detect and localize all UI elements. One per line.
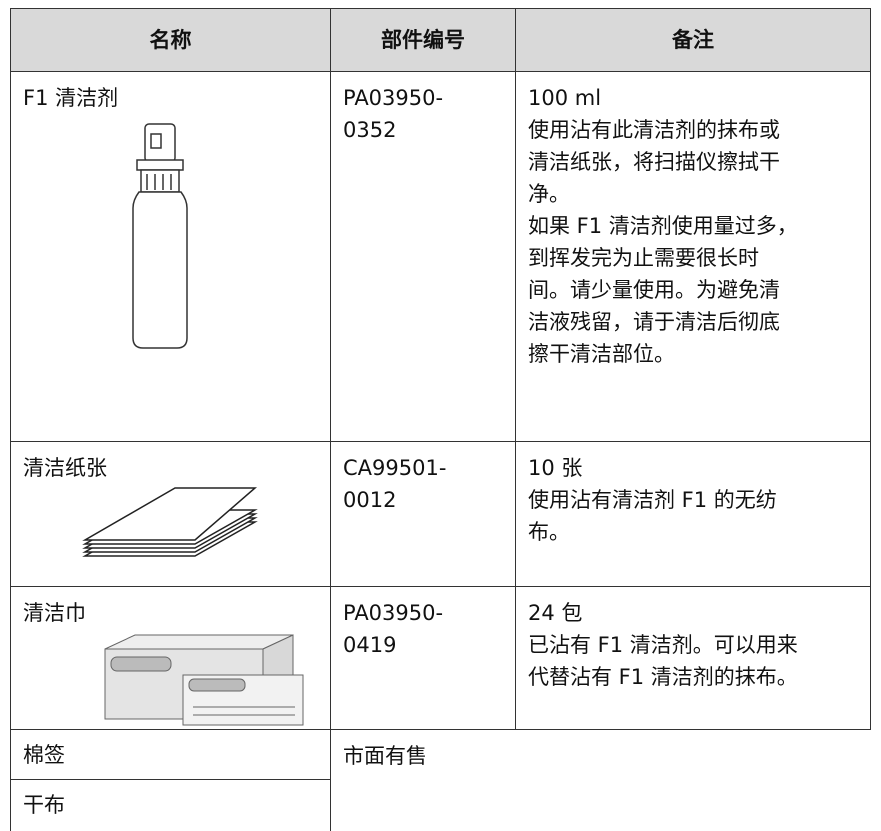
paper-image bbox=[82, 487, 258, 557]
remark-line: 净。 bbox=[528, 182, 570, 206]
remarks-cell: 24 包已沾有 F1 清洁剂。可以用来 代替沾有 F1 清洁剂的抹布。 bbox=[515, 586, 871, 730]
row: 棉签 市面有售 bbox=[10, 729, 871, 831]
name-cell: 干布 bbox=[10, 779, 331, 831]
remark-line: 如果 F1 清洁剂使用量过多， bbox=[528, 214, 798, 238]
part-number: 0419 bbox=[343, 633, 397, 657]
name-cell: 棉签 bbox=[10, 729, 331, 780]
wipe-image bbox=[104, 634, 304, 726]
name: 干布 bbox=[23, 793, 65, 818]
name: 清洁巾 bbox=[23, 601, 86, 625]
bottle-image bbox=[132, 123, 188, 349]
header-cell: 备注 bbox=[515, 8, 871, 72]
row: 清洁巾 PA03950- 0419 24 包已沾有 F1 清洁剂。可以用来 代替沾… bbox=[10, 586, 871, 730]
remark-line: 10 张 bbox=[528, 456, 583, 480]
remark-line: 24 包 bbox=[528, 601, 583, 625]
header-cell: 名称 bbox=[10, 8, 331, 72]
name-cell: F1 清洁剂 bbox=[10, 71, 331, 442]
part-number: CA99501- bbox=[343, 456, 447, 480]
remark-line: 擦干清洁部位。 bbox=[528, 342, 675, 366]
header-cell: 部件编号 bbox=[330, 8, 516, 72]
part-number: PA03950- bbox=[343, 86, 444, 110]
part-number: 市面有售 bbox=[343, 744, 427, 768]
name-cell: 清洁纸张 bbox=[10, 441, 331, 587]
part-cell: PA03950- 0352 bbox=[330, 71, 516, 442]
remark-line: 已沾有 F1 清洁剂。可以用来 bbox=[528, 633, 798, 657]
remark-line: 布。 bbox=[528, 520, 570, 544]
name-cell: 清洁巾 bbox=[10, 586, 331, 730]
parts-table: 名称 部件编号 备注 F1 清洁剂 PA03950- 0352 100 ml 使用… bbox=[10, 8, 871, 831]
remark-line: 间。请少量使用。为避免清 bbox=[528, 278, 780, 302]
part-number: 0012 bbox=[343, 488, 397, 512]
name: 清洁纸张 bbox=[23, 456, 107, 480]
remark-line: 清洁纸张，将扫描仪擦拭干 bbox=[528, 150, 780, 174]
remark-line: 使用沾有清洁剂 F1 的无纺 bbox=[528, 488, 777, 512]
name: F1 清洁剂 bbox=[23, 86, 119, 110]
row: F1 清洁剂 PA03950- 0352 100 ml 使用沾有此清洁剂的抹布或清… bbox=[10, 71, 871, 442]
part-number: PA03950- bbox=[343, 601, 444, 625]
remarks-cell: 100 ml 使用沾有此清洁剂的抹布或 清洁纸张，将扫描仪擦拭干 净。如果 F1 清洁… bbox=[515, 71, 871, 442]
row: 干布 bbox=[10, 779, 871, 831]
part-cell: 市面有售 bbox=[330, 729, 871, 831]
row: 清洁纸张 CA99501- 0012 10 张使用沾有清洁剂 F1 的无纺 布。 bbox=[10, 441, 871, 587]
part-cell: CA99501- 0012 bbox=[330, 441, 516, 587]
remark-line: 洁液残留，请于清洁后彻底 bbox=[528, 310, 780, 334]
name: 棉签 bbox=[23, 742, 65, 767]
part-number: 0352 bbox=[343, 118, 397, 142]
remark-line: 到挥发完为止需要很长时 bbox=[528, 246, 759, 270]
remark-line: 100 ml bbox=[528, 86, 602, 110]
remark-line: 代替沾有 F1 清洁剂的抹布。 bbox=[528, 665, 798, 689]
header-row: 名称 部件编号 备注 bbox=[10, 8, 871, 72]
remark-line: 使用沾有此清洁剂的抹布或 bbox=[528, 118, 780, 142]
part-cell: PA03950- 0419 bbox=[330, 586, 516, 730]
remarks-cell: 10 张使用沾有清洁剂 F1 的无纺 布。 bbox=[515, 441, 871, 587]
